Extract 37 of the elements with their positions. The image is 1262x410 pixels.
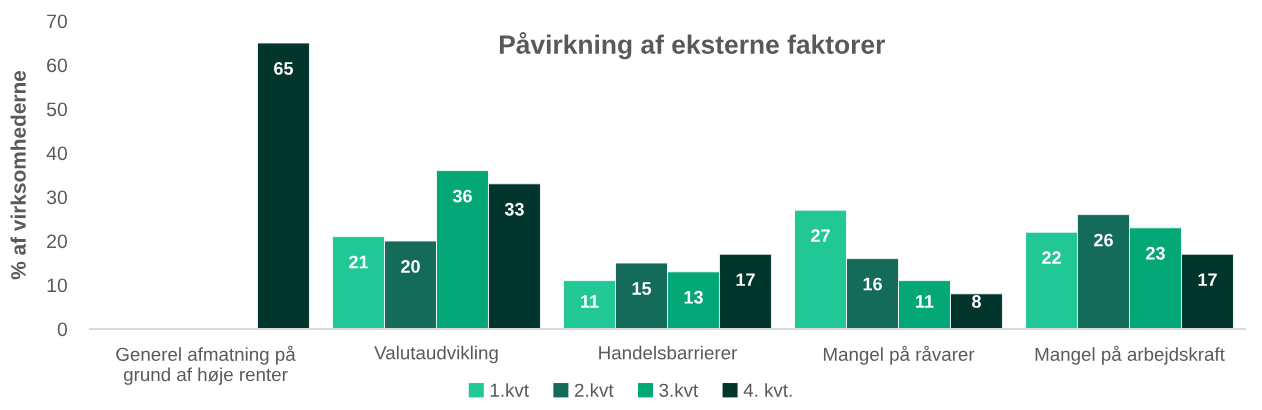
data-label: 15 <box>632 282 652 295</box>
data-label: 17 <box>736 273 755 286</box>
data-label: 11 <box>581 295 599 308</box>
legend-label: 1.kvt <box>490 383 529 397</box>
y-tick-label: 60 <box>47 58 68 73</box>
data-label: 26 <box>1094 233 1113 247</box>
data-label: 8 <box>972 295 981 308</box>
y-axis-title: % af virksomhederne <box>10 70 26 280</box>
data-label: 22 <box>1042 251 1061 264</box>
x-tick-label: Mangel på arbejdskraft <box>1035 345 1225 365</box>
legend-label: 4. kvt. <box>743 383 792 397</box>
data-label: 17 <box>1198 273 1217 286</box>
legend-label: 3.kvt <box>659 383 699 397</box>
chart-title: Påvirkning af eksterne faktorer <box>499 31 885 60</box>
x-tick-label: Handelsbarrierer <box>599 345 738 360</box>
data-label: 16 <box>863 277 882 291</box>
data-label: 33 <box>504 202 524 216</box>
bar <box>257 42 310 329</box>
data-label: 21 <box>349 255 369 269</box>
x-tick-label: Valutaudvikling <box>374 345 498 364</box>
data-label: 13 <box>684 290 703 304</box>
legend-label: 2.kvt <box>574 383 614 397</box>
y-tick-label: 70 <box>47 14 68 29</box>
x-tick-label: Generel afmatning på grund af høje renter <box>116 345 296 385</box>
x-tick-label: Mangel på råvarer <box>823 345 975 365</box>
data-label: 36 <box>452 189 472 203</box>
data-label: 65 <box>274 62 293 75</box>
data-label: 11 <box>916 295 934 308</box>
y-tick-label: 30 <box>46 190 68 205</box>
y-tick-label: 50 <box>46 102 68 117</box>
y-tick-label: 10 <box>47 278 68 293</box>
data-label: 23 <box>1146 246 1165 260</box>
y-tick-label: 0 <box>57 322 68 337</box>
y-tick-label: 40 <box>46 146 68 161</box>
data-label: 20 <box>401 260 420 273</box>
y-tick-label: 20 <box>47 234 68 249</box>
data-label: 27 <box>811 229 830 242</box>
